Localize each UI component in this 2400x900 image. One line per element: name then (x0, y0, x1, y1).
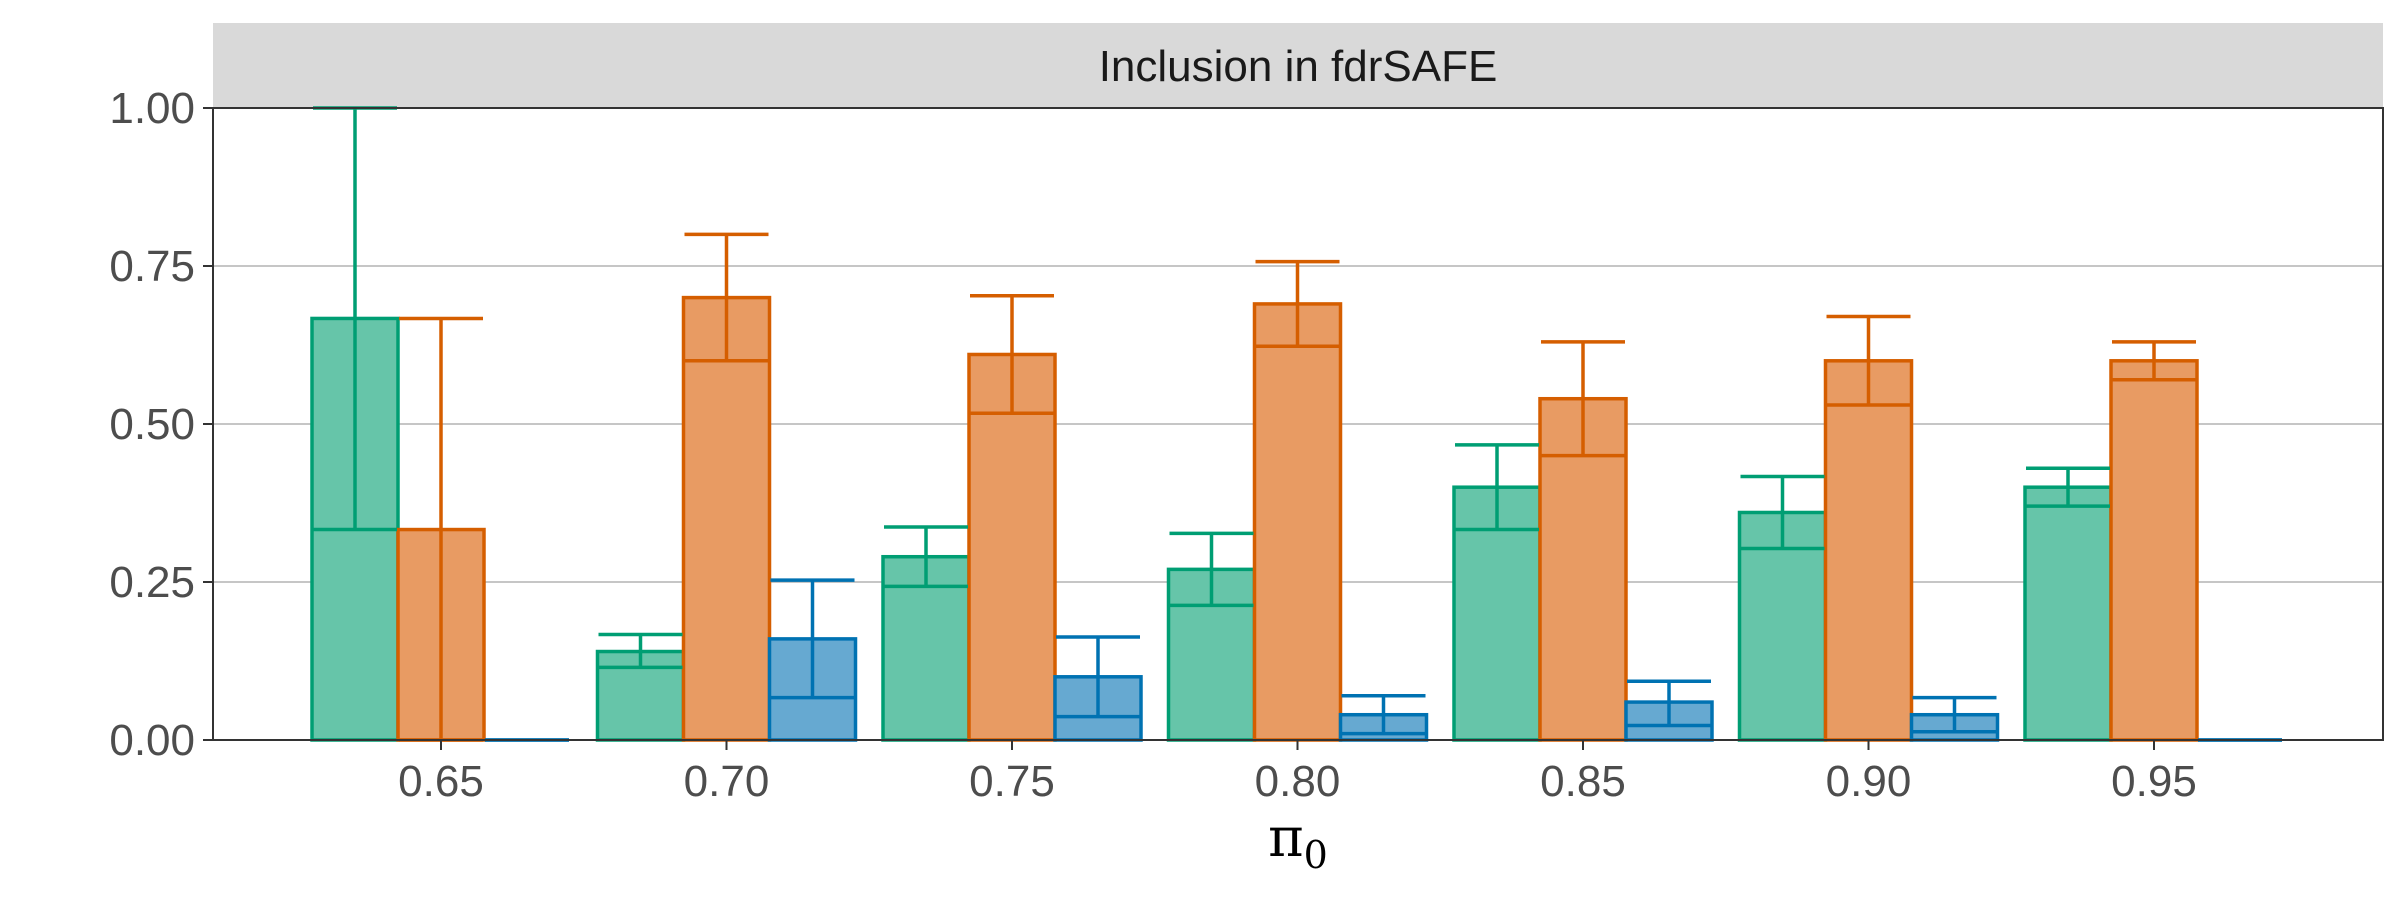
y-tick-label: 0.25 (109, 558, 195, 607)
x-tick-label: 0.65 (398, 757, 484, 806)
y-tick-label: 0.75 (109, 242, 195, 291)
bar (681, 295, 772, 742)
error-bar (1826, 314, 1911, 407)
facet-strip (213, 23, 2383, 108)
error-bar (2112, 340, 2196, 382)
bars (310, 295, 2199, 742)
error-bar (1056, 635, 1140, 719)
facet-strip-title: Inclusion in fdrSAFE (1099, 42, 1498, 91)
bar (1823, 359, 1914, 742)
bar (2023, 485, 2113, 742)
x-tick-label: 0.95 (2111, 757, 2197, 806)
error-bar (1740, 474, 1825, 551)
error-bar (1169, 531, 1254, 608)
bar (1737, 510, 1828, 742)
y-tick-label: 1.00 (109, 84, 195, 133)
error-bar (770, 578, 855, 700)
x-tick-label: 0.75 (969, 757, 1055, 806)
error-bars (313, 106, 2282, 742)
x-tick-label: 0.70 (684, 757, 770, 806)
error-bar (970, 293, 1054, 416)
error-bar (1255, 259, 1340, 349)
x-tick-label: 0.85 (1540, 757, 1626, 806)
bar (2109, 359, 2199, 742)
error-bar (1627, 679, 1711, 728)
x-tick-label: 0.90 (1826, 757, 1912, 806)
error-bar (684, 232, 769, 363)
y-axis: 0.00 0.25 0.50 0.75 1.00 (109, 84, 213, 765)
error-bar (2026, 466, 2110, 508)
error-bar (1541, 340, 1625, 458)
x-axis-title-subscript: 0 (1304, 833, 1328, 877)
error-bar (1341, 694, 1426, 736)
bar (1252, 302, 1343, 742)
x-axis-title-symbol: π (1268, 806, 1304, 869)
error-bar (884, 525, 968, 589)
y-tick-label: 0.50 (109, 400, 195, 449)
y-tick-label: 0.00 (109, 716, 195, 765)
x-axis: 0.65 0.70 0.75 0.80 0.85 0.90 0.95 (398, 740, 2197, 806)
x-axis-title: π0 (1268, 806, 1328, 877)
error-bar (1912, 695, 1997, 734)
x-tick-label: 0.80 (1255, 757, 1341, 806)
error-bar (598, 632, 683, 670)
error-bar (1455, 443, 1539, 532)
